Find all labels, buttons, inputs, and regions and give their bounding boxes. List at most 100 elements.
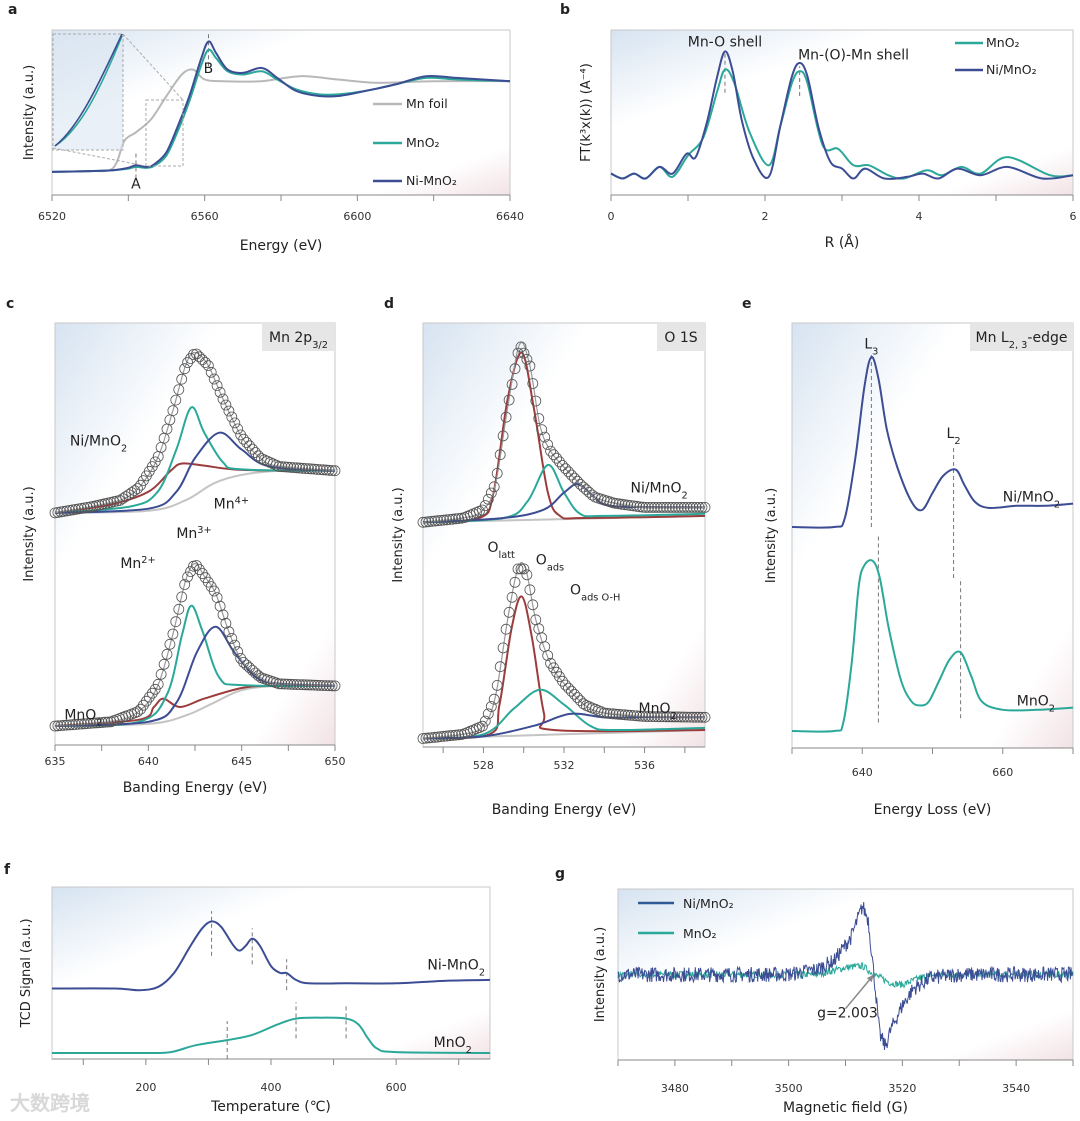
data-point-marker [140, 695, 152, 707]
data-point-marker [557, 675, 568, 687]
data-point-marker [681, 501, 693, 513]
annotation-label: Oads O-H [570, 582, 620, 603]
data-point-marker [420, 516, 432, 528]
label-main: Mn-(O)-Mn shell [798, 48, 909, 64]
x-tick-label: 2 [762, 210, 769, 223]
data-point-marker [193, 564, 205, 575]
label-main: Mn [176, 526, 197, 542]
data-point-marker [300, 463, 311, 474]
data-point-marker [152, 678, 164, 690]
series-line [791, 559, 1074, 733]
x-tick-label: 0 [608, 210, 615, 223]
label-main: L [947, 426, 955, 442]
data-point-marker [699, 501, 711, 513]
series-mno- [617, 962, 1074, 989]
data-point-marker [191, 560, 202, 571]
data-point-marker [79, 718, 90, 730]
label-main: O [570, 582, 581, 598]
data-point-marker [577, 698, 589, 710]
data-point-marker [658, 501, 669, 513]
inset-guide-line [52, 147, 147, 167]
data-point-marker [515, 563, 527, 575]
plot-area [791, 322, 1074, 749]
x-axis-title: Temperature (℃) [210, 1099, 331, 1115]
zoom-region-box [145, 99, 184, 167]
x-tick-label: 532 [554, 759, 575, 772]
annotation-label: MnO2 [434, 1035, 472, 1056]
label-main: Mn L [976, 330, 1009, 346]
plot-area [51, 886, 491, 1060]
panel-c: 635 640 645 650 Banding Energy (eV) Intensity… [22, 323, 346, 796]
series-mn-foil [51, 68, 511, 173]
data-point-marker [527, 378, 539, 389]
data-point-marker [598, 707, 610, 719]
data-point-marker [524, 584, 536, 596]
annotation-label: Oads [536, 553, 564, 574]
data-point-marker [521, 569, 533, 581]
data-point-marker [70, 503, 81, 515]
data-point-marker [554, 456, 565, 468]
data-point-marker [652, 501, 663, 513]
data-point-marker [503, 394, 515, 406]
panel-letter-a: a [8, 2, 17, 18]
fit-envelope [422, 561, 706, 740]
data-point-marker [220, 617, 232, 629]
x-tick-label: 660 [992, 766, 1013, 779]
label-subscript: 2 [479, 967, 485, 978]
y-axis-title: FT(k³x(k)) (A⁻⁴) [579, 63, 594, 162]
label-main: Mn-O shell [688, 35, 762, 51]
data-point-marker [417, 733, 429, 744]
series-mno-data [417, 561, 711, 744]
data-point-marker [303, 679, 314, 691]
data-point-marker [308, 463, 320, 475]
series-ni-mno- [51, 920, 491, 992]
data-point-marker [143, 691, 155, 703]
legend-label: Ni/MnO₂ [683, 896, 734, 911]
x-axis-title: Banding Energy (eV) [123, 780, 268, 796]
data-point-marker [699, 711, 711, 723]
x-tick-label: 400 [261, 1081, 282, 1094]
data-point-marker [273, 678, 285, 690]
data-point-marker [435, 731, 447, 742]
legend-label: MnO₂ [406, 135, 440, 150]
data-point-marker [672, 501, 684, 513]
data-point-marker [500, 623, 512, 635]
panel-e: 640 660 Energy Loss (eV) Intensity (a.u.) Mn… [764, 323, 1074, 818]
y-axis-title: Intensity (a.u.) [391, 487, 406, 582]
label-subscript: 2 [121, 443, 127, 454]
x-tick-label: 6600 [343, 210, 371, 223]
data-point-marker [129, 485, 141, 497]
data-point-marker [687, 501, 699, 513]
data-point-marker [616, 709, 628, 720]
data-point-marker [291, 679, 303, 690]
inset-curve-mno2 [54, 35, 123, 147]
label-subscript: 3 [872, 346, 878, 357]
data-point-marker [533, 413, 545, 424]
annotation-label: O 1S [664, 330, 697, 346]
label-main: Ni/MnO [630, 481, 681, 497]
series-mno-mn- [54, 604, 336, 727]
data-point-marker [572, 692, 583, 703]
data-point-marker [311, 463, 323, 475]
data-point-marker [453, 729, 465, 741]
data-point-marker [536, 424, 548, 436]
data-point-marker [196, 354, 208, 366]
label-main: Ni/MnO [1003, 490, 1054, 506]
x-tick-label: 528 [473, 759, 494, 772]
data-point-marker [640, 501, 651, 513]
data-point-marker [509, 363, 521, 375]
annotation-label: Ni/MnO2 [1003, 490, 1060, 511]
x-tick-label: 536 [634, 759, 655, 772]
annotation-label: Ni/MnO2 [70, 433, 127, 454]
series-ni-mno-data [49, 348, 341, 519]
data-point-marker [566, 469, 577, 481]
data-point-marker [482, 493, 494, 505]
data-point-marker [73, 718, 84, 730]
annotation-label: g=2.003 [817, 1005, 878, 1021]
panel-f: 200 400 600 Temperature (℃) TCD Signal (a.u.… [19, 911, 491, 1115]
label-subscript: 2 [466, 1044, 472, 1055]
data-point-marker [82, 718, 93, 729]
data-point-marker [167, 405, 179, 417]
data-point-marker [527, 599, 539, 611]
data-point-marker [566, 685, 577, 697]
